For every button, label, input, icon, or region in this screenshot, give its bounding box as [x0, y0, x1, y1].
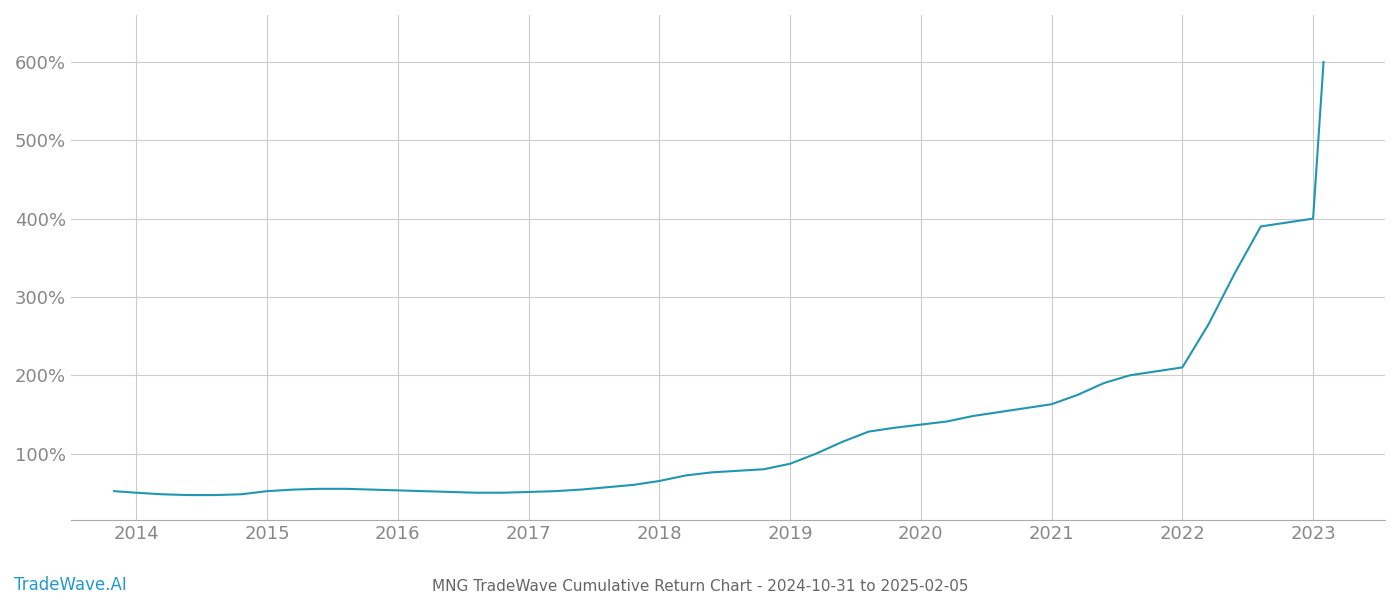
Text: TradeWave.AI: TradeWave.AI: [14, 576, 127, 594]
Text: MNG TradeWave Cumulative Return Chart - 2024-10-31 to 2025-02-05: MNG TradeWave Cumulative Return Chart - …: [431, 579, 969, 594]
